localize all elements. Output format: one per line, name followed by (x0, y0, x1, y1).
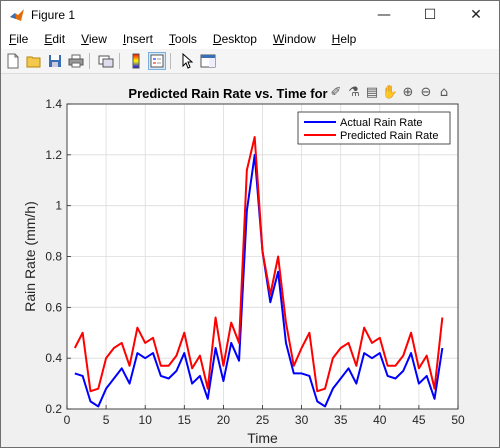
x-tick-label: 15 (178, 413, 192, 427)
table-icon[interactable]: ▤ (365, 84, 379, 100)
minimize-button[interactable]: — (361, 1, 407, 29)
y-tick-label: 0.4 (45, 351, 62, 365)
menu-desktop[interactable]: Desktop (212, 32, 257, 46)
y-tick-label: 1.4 (45, 97, 62, 111)
print-icon[interactable] (67, 52, 85, 70)
figure-toolbar (1, 49, 499, 74)
maximize-icon: ☐ (423, 7, 437, 23)
menu-insert[interactable]: Insert (122, 32, 153, 46)
property-inspector-icon[interactable] (199, 52, 217, 70)
zoom-in-icon[interactable]: ⊕ (402, 84, 414, 100)
figure-canvas: 0 5 10 15 20 25 30 35 40 45 50 0.2 0.4 0.6 0.8 1 1.2 1.4 … (2, 74, 499, 447)
chart-title: Predicted Rain Rate vs. Time for (128, 86, 327, 101)
y-tick-label: 1.2 (45, 148, 62, 162)
maximize-button[interactable]: ☐ (407, 1, 453, 29)
x-tick-label: 5 (103, 413, 110, 427)
save-icon[interactable] (46, 52, 64, 70)
y-tick-label: 0.8 (45, 250, 62, 264)
legend-box (297, 111, 451, 145)
pan-icon[interactable]: ✋ (381, 84, 399, 100)
axis-ticks: 0 5 10 15 20 25 30 35 40 45 50 0.2 0.4 0.6 0.8 1 1.2 1.4 (45, 97, 465, 427)
data-tips-icon[interactable]: ⚗ (348, 84, 360, 100)
y-tick-label: 0.2 (45, 402, 62, 416)
x-tick-label: 20 (217, 413, 231, 427)
menu-tools[interactable]: Tools (168, 32, 197, 46)
legend-label-actual: Actual Rain Rate (340, 117, 423, 129)
axes-frame (66, 103, 459, 410)
minimize-icon: — (377, 7, 391, 23)
menu-view[interactable]: View (81, 32, 107, 46)
insert-colorbar-icon[interactable] (127, 52, 145, 70)
x-tick-label: 40 (373, 413, 387, 427)
home-icon[interactable]: ⌂ (439, 84, 449, 100)
x-tick-label: 45 (412, 413, 426, 427)
menu-help[interactable]: Help (331, 32, 357, 46)
line-chart[interactable]: 0 5 10 15 20 25 30 35 40 45 500.20.40.60.811.21.4 … (2, 74, 499, 447)
toolbar-divider (170, 53, 171, 69)
y-tick-label: 1 (55, 199, 62, 213)
axes-toolbar: ✐ ⚗ ▤ ✋ ⊕ ⊖ ⌂ (328, 83, 454, 101)
x-tick-label: 50 (451, 413, 465, 427)
new-figure-icon[interactable] (4, 52, 22, 70)
x-tick-label: 10 (139, 413, 153, 427)
menu-bar: File Edit View Insert Tools Desktop Wind… (1, 29, 499, 49)
y-tick-label: 0.6 (45, 300, 62, 314)
x-axis-label: Time (247, 430, 278, 446)
legend[interactable]: Actual Rain Rate Predicted Rain Rate (297, 111, 451, 145)
x-tick-label: 30 (295, 413, 309, 427)
legend-label-predicted: Predicted Rain Rate (340, 130, 438, 142)
toolbar-divider (89, 53, 90, 69)
insert-legend-icon[interactable] (148, 52, 166, 70)
edit-plot-icon[interactable] (178, 52, 196, 70)
open-file-icon[interactable] (25, 52, 43, 70)
toolbar-divider (119, 53, 120, 69)
window-title: Figure 1 (31, 8, 76, 22)
menu-file[interactable]: File (9, 32, 29, 46)
close-button[interactable]: ✕ (453, 1, 499, 29)
title-bar[interactable]: Figure 1 — ☐ ✕ (1, 1, 499, 29)
zoom-out-icon[interactable]: ⊖ (420, 84, 432, 100)
x-tick-label: 25 (256, 413, 270, 427)
brush-icon[interactable]: ✐ (330, 84, 342, 100)
menu-window[interactable]: Window (272, 32, 316, 46)
x-tick-label: 0 (64, 413, 71, 427)
close-icon: ✕ (470, 7, 482, 23)
series-line-predicted[interactable] (73, 136, 444, 393)
x-tick-label: 35 (334, 413, 348, 427)
data-series (73, 136, 444, 408)
link-plot-icon[interactable] (97, 52, 115, 70)
matlab-logo-icon (9, 7, 25, 23)
menu-edit[interactable]: Edit (44, 32, 66, 46)
y-axis-label: Rain Rate (mm/h) (22, 201, 38, 311)
